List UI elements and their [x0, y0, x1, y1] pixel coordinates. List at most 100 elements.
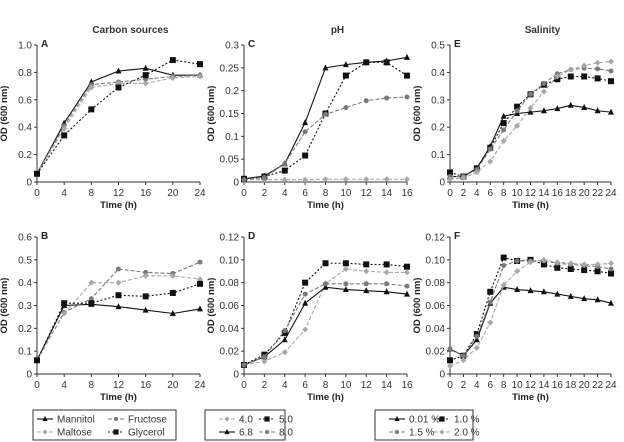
series-line [243, 286, 408, 366]
y-tick-label: 0.1 [431, 150, 445, 161]
data-point [473, 336, 480, 343]
data-point [383, 261, 390, 268]
data-point [404, 263, 410, 270]
y-tick-label: 0.10 [220, 255, 240, 266]
data-point [142, 80, 149, 87]
data-point [514, 286, 521, 293]
y-tick-label: 0 [26, 178, 32, 189]
x-tick-label: 12 [525, 188, 537, 199]
panel-f: 00.020.040.060.080.100.120 2 4 6 8 10 12 14 16 18… [412, 231, 617, 403]
data-point [404, 269, 410, 276]
y-tick-label: 0.12 [220, 233, 240, 244]
panel-d: 0 0.02 0.04 0.06 0.08 0.10 0.12 0 2 4 6 8 10 12 14 16 Ti… [206, 231, 413, 403]
legend-label: Glycerol [128, 428, 165, 439]
panel-label: B [41, 231, 48, 242]
panel-title: Carbon sources [92, 25, 169, 36]
data-point [473, 344, 480, 351]
data-point [383, 57, 390, 64]
data-point [343, 281, 349, 287]
y-axis-title: OD (600 nm) [0, 278, 10, 334]
series-fructose [34, 259, 203, 363]
x-tick-label: 24 [605, 380, 617, 391]
data-point [302, 299, 309, 306]
x-tick-label: 0 [241, 188, 247, 199]
legend-marker [264, 416, 270, 422]
legend-marker [42, 415, 48, 422]
x-tick-label: 0 [34, 380, 40, 391]
data-point [143, 269, 149, 275]
series-1-5- [447, 65, 614, 180]
data-point [528, 91, 533, 97]
x-tick-label: 14 [538, 380, 550, 391]
legend-marker [113, 416, 119, 422]
data-point [142, 72, 149, 79]
data-point [61, 310, 68, 317]
legend-carbon: Mannitol Fructose Maltose Glycerol [32, 409, 177, 441]
data-point [169, 57, 176, 64]
panel-title: pH [331, 25, 344, 36]
legend-entry: 1.5 % [389, 428, 435, 439]
legend-label: 0.01 % [409, 415, 440, 426]
x-tick-label: 4 [282, 188, 288, 199]
y-tick-label: 0.4 [431, 68, 445, 79]
data-point [302, 326, 309, 333]
x-tick-label: 6 [487, 380, 493, 391]
y-tick-label: 0.5 [431, 41, 445, 52]
series-line [449, 260, 612, 357]
data-point [487, 158, 494, 165]
data-point [581, 103, 588, 110]
y-tick-label: 0.08 [426, 278, 446, 289]
data-point [404, 94, 410, 100]
x-tick-label: 20 [579, 188, 591, 199]
x-tick-label: 14 [381, 380, 393, 391]
legend-entry: 5.0 [259, 415, 293, 426]
y-tick-label: 0.05 [220, 155, 240, 166]
y-axis-title: OD (600 nm) [206, 86, 217, 142]
data-point [487, 288, 494, 295]
data-point [169, 272, 176, 279]
data-point [527, 259, 534, 266]
data-point [281, 167, 288, 174]
y-tick-label: 0.4 [18, 123, 32, 134]
x-tick-label: 4 [61, 380, 67, 391]
data-point [581, 261, 588, 268]
legend-marker [224, 416, 230, 422]
data-point [487, 299, 493, 305]
x-axis-title: Time (h) [512, 392, 549, 403]
data-point [594, 107, 601, 114]
data-point [501, 263, 507, 269]
y-tick-label: 0.5 [18, 255, 32, 266]
y-tick-label: 0 [439, 178, 445, 189]
data-point [581, 73, 588, 80]
x-axis-title: Time (h) [512, 200, 549, 211]
x-tick-label: 8 [501, 380, 507, 391]
y-tick-label: 0.3 [225, 41, 239, 52]
x-tick-label: 14 [538, 188, 550, 199]
data-point [404, 290, 410, 297]
legend-entry: Fructose [108, 415, 167, 426]
legend-label: 1.0 % [454, 415, 480, 426]
data-point [514, 108, 520, 114]
data-point [487, 319, 494, 326]
y-tick-label: 0.12 [426, 233, 446, 244]
data-point [281, 336, 288, 343]
data-point [384, 95, 390, 101]
data-point [404, 72, 410, 79]
data-point [323, 281, 328, 287]
series-line [36, 275, 201, 361]
y-tick-label: 0.3 [18, 301, 32, 312]
data-point [363, 261, 370, 268]
data-point [115, 292, 122, 299]
data-point [514, 122, 521, 129]
legend-box [374, 409, 474, 441]
legend-entry: Glycerol [108, 428, 165, 439]
data-point [61, 300, 68, 307]
data-point [608, 78, 614, 85]
x-tick-label: 16 [140, 188, 152, 199]
data-point [581, 267, 588, 274]
y-tick-label: 0 [26, 370, 32, 381]
x-tick-label: 24 [194, 380, 206, 391]
data-point [302, 279, 309, 286]
series-1-0- [447, 73, 614, 180]
data-point [302, 176, 309, 183]
